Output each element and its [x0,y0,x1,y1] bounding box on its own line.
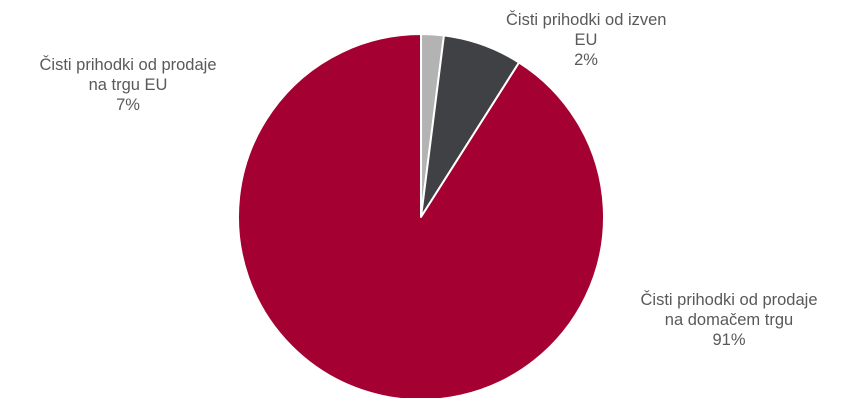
slice-label-domestic: Čisti prihodki od prodaje na domačem trg… [609,290,846,350]
slice-label-outside-eu-value: 2% [574,51,598,69]
slice-label-domestic-value: 91% [712,331,746,349]
slice-label-outside-eu: Čisti prihodki od izven EU 2% [506,10,667,70]
slice-label-eu-value: 7% [116,96,140,114]
slice-label-domestic-line1: Čisti prihodki od prodaje [640,291,818,309]
pie-slices [237,32,605,398]
slice-label-outside-eu-line2: EU [574,31,598,49]
slice-label-outside-eu-line1: Čisti prihodki od izven [506,11,667,29]
pie-slice-domestic [237,33,605,398]
slice-label-eu-line2: na trgu EU [88,76,168,94]
slice-label-domestic-line2: na domačem trgu [664,311,794,329]
slice-label-eu-line1: Čisti prihodki od prodaje [39,56,217,74]
slice-label-eu: Čisti prihodki od prodaje na trgu EU 7% [0,55,256,115]
